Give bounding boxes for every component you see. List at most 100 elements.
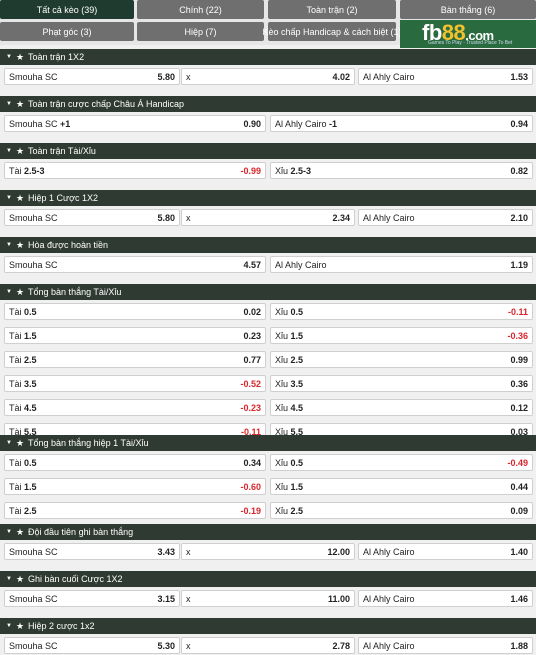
odds-button[interactable]: Tài 1.5 -0.60 [4,478,266,495]
odds-button[interactable]: Smouha SC 5.80 [4,68,180,85]
odds-button[interactable]: Xỉu 0.5 -0.11 [270,303,533,320]
selection-label: Al Ahly Cairo [275,260,327,270]
favorite-star-icon[interactable]: ★ [15,51,25,62]
collapse-arrow-icon[interactable]: ▼ [6,54,12,60]
favorite-star-icon[interactable]: ★ [15,573,25,584]
selection-line: 5.5 [290,426,304,437]
selection-label: x [186,594,191,604]
section-header[interactable]: ▼ ★ Hiệp 2 cược 1x2 [0,618,536,634]
favorite-star-icon[interactable]: ★ [15,620,25,631]
selection-label: Tài 2.5-3 [9,166,45,176]
odds-button[interactable]: Xỉu 2.5 0.99 [270,351,533,368]
selection-line: 0.5 [290,457,304,468]
odds-button[interactable]: Al Ahly Cairo -1 0.94 [270,115,533,132]
odds-value: -0.52 [240,378,261,389]
odds-button[interactable]: Xỉu 1.5 -0.36 [270,327,533,344]
odds-button[interactable]: Tài 1.5 0.23 [4,327,266,344]
odds-button[interactable]: Tài 4.5 -0.23 [4,399,266,416]
favorite-star-icon[interactable]: ★ [15,98,25,109]
tab-halves[interactable]: Hiệp (7) [137,22,264,41]
odds-button[interactable]: Xỉu 0.5 -0.49 [270,454,533,471]
section-title: Toàn trận 1X2 [28,52,85,62]
market-section: ▼ ★ Toàn trận Tài/Xỉu Tài 2.5-3 -0.99 Xỉu 2.5… [0,143,536,183]
odds-button[interactable]: Smouha SC 4.57 [4,256,266,273]
odds-button[interactable]: Smouha SC 5.30 [4,637,180,654]
odds-button[interactable]: Xỉu 3.5 0.36 [270,375,533,392]
odds-button[interactable]: Smouha SC 5.80 [4,209,180,226]
selection-name: Al Ahly Cairo [363,593,415,604]
collapse-arrow-icon[interactable]: ▼ [6,289,12,295]
section-header[interactable]: ▼ ★ Đội đầu tiên ghi bàn thắng [0,524,536,540]
odds-button[interactable]: Al Ahly Cairo 1.88 [358,637,533,654]
tab-corners[interactable]: Phạt góc (3) [0,22,134,41]
section-title: Tổng bàn thắng Tài/Xỉu [28,287,122,297]
favorite-star-icon[interactable]: ★ [15,437,25,448]
odds-button[interactable]: Tài 0.5 0.34 [4,454,266,471]
odds-button[interactable]: Xỉu 4.5 0.12 [270,399,533,416]
favorite-star-icon[interactable]: ★ [15,286,25,297]
section-header[interactable]: ▼ ★ Toàn trận Tài/Xỉu [0,143,536,159]
collapse-arrow-icon[interactable]: ▼ [6,440,12,446]
odds-button[interactable]: Tài 2.5 0.77 [4,351,266,368]
section-header[interactable]: ▼ ★ Ghi bàn cuối Cược 1X2 [0,571,536,587]
odds-button[interactable]: Xỉu 2.5-3 0.82 [270,162,533,179]
favorite-star-icon[interactable]: ★ [15,239,25,250]
collapse-arrow-icon[interactable]: ▼ [6,242,12,248]
section-title: Toàn trận Tài/Xỉu [28,146,96,156]
fb88-logo: fb88.com Games To Play · Trusted Place T… [400,20,536,48]
selection-name: x [186,212,191,223]
favorite-star-icon[interactable]: ★ [15,145,25,156]
odds-row: Smouha SC 5.80 x 2.34 Al Ahly Cairo 2.10 [0,209,536,230]
odds-row: Smouha SC +1 0.90 Al Ahly Cairo -1 0.94 [0,115,536,136]
collapse-arrow-icon[interactable]: ▼ [6,623,12,629]
odds-button[interactable]: x 11.00 [181,590,355,607]
tab-goals[interactable]: Bàn thắng (6) [400,0,536,19]
collapse-arrow-icon[interactable]: ▼ [6,195,12,201]
collapse-arrow-icon[interactable]: ▼ [6,148,12,154]
tab-full-time[interactable]: Toàn trận (2) [268,0,396,19]
tab-handicap[interactable]: Kèo chấp Handicap & cách biệt (1) [262,22,402,41]
tab-all-markets[interactable]: Tất cả kèo (39) [0,0,134,19]
odds-button[interactable]: Al Ahly Cairo 1.53 [358,68,533,85]
odds-button[interactable]: Smouha SC 3.43 [4,543,180,560]
tab-main[interactable]: Chính (22) [137,0,264,19]
odds-button[interactable]: x 12.00 [181,543,355,560]
selection-line: 2.5 [24,354,37,365]
selection-label: Smouha SC [9,72,58,82]
odds-button[interactable]: x 2.34 [181,209,355,226]
section-header[interactable]: ▼ ★ Hiệp 1 Cược 1X2 [0,190,536,206]
odds-button[interactable]: Tài 2.5 -0.19 [4,502,266,519]
odds-button[interactable]: x 4.02 [181,68,355,85]
odds-button[interactable]: Al Ahly Cairo 1.40 [358,543,533,560]
selection-line: 1.5 [290,330,304,341]
selection-label: Tài 1.5 [9,331,37,341]
odds-button[interactable]: Smouha SC 3.15 [4,590,180,607]
selection-label: x [186,641,191,651]
odds-button[interactable]: Al Ahly Cairo 2.10 [358,209,533,226]
collapse-arrow-icon[interactable]: ▼ [6,576,12,582]
market-section: ▼ ★ Đội đầu tiên ghi bàn thắng Smouha SC 3.4… [0,524,536,564]
odds-value: 1.53 [510,71,528,82]
section-header[interactable]: ▼ ★ Tổng bàn thắng Tài/Xỉu [0,284,536,300]
odds-button[interactable]: x 2.78 [181,637,355,654]
section-header[interactable]: ▼ ★ Tổng bàn thắng hiệp 1 Tài/Xỉu [0,435,536,451]
collapse-arrow-icon[interactable]: ▼ [6,529,12,535]
section-header[interactable]: ▼ ★ Hòa được hoàn tiền [0,237,536,253]
favorite-star-icon[interactable]: ★ [15,526,25,537]
section-header[interactable]: ▼ ★ Toàn trận cược chấp Châu Á Handicap [0,96,536,112]
odds-button[interactable]: Al Ahly Cairo 1.46 [358,590,533,607]
odds-button[interactable]: Smouha SC +1 0.90 [4,115,266,132]
selection-name: Al Ahly Cairo [363,71,415,82]
favorite-star-icon[interactable]: ★ [15,192,25,203]
odds-button[interactable]: Xỉu 2.5 0.09 [270,502,533,519]
collapse-arrow-icon[interactable]: ▼ [6,101,12,107]
odds-button[interactable]: Al Ahly Cairo 1.19 [270,256,533,273]
odds-button[interactable]: Tài 0.5 0.02 [4,303,266,320]
selection-line: 2.5-3 [24,165,45,176]
odds-button[interactable]: Tài 3.5 -0.52 [4,375,266,392]
odds-value: 0.12 [510,402,528,413]
odds-button[interactable]: Xỉu 1.5 0.44 [270,478,533,495]
odds-value: 5.80 [157,71,175,82]
section-header[interactable]: ▼ ★ Toàn trận 1X2 [0,49,536,65]
odds-button[interactable]: Tài 2.5-3 -0.99 [4,162,266,179]
